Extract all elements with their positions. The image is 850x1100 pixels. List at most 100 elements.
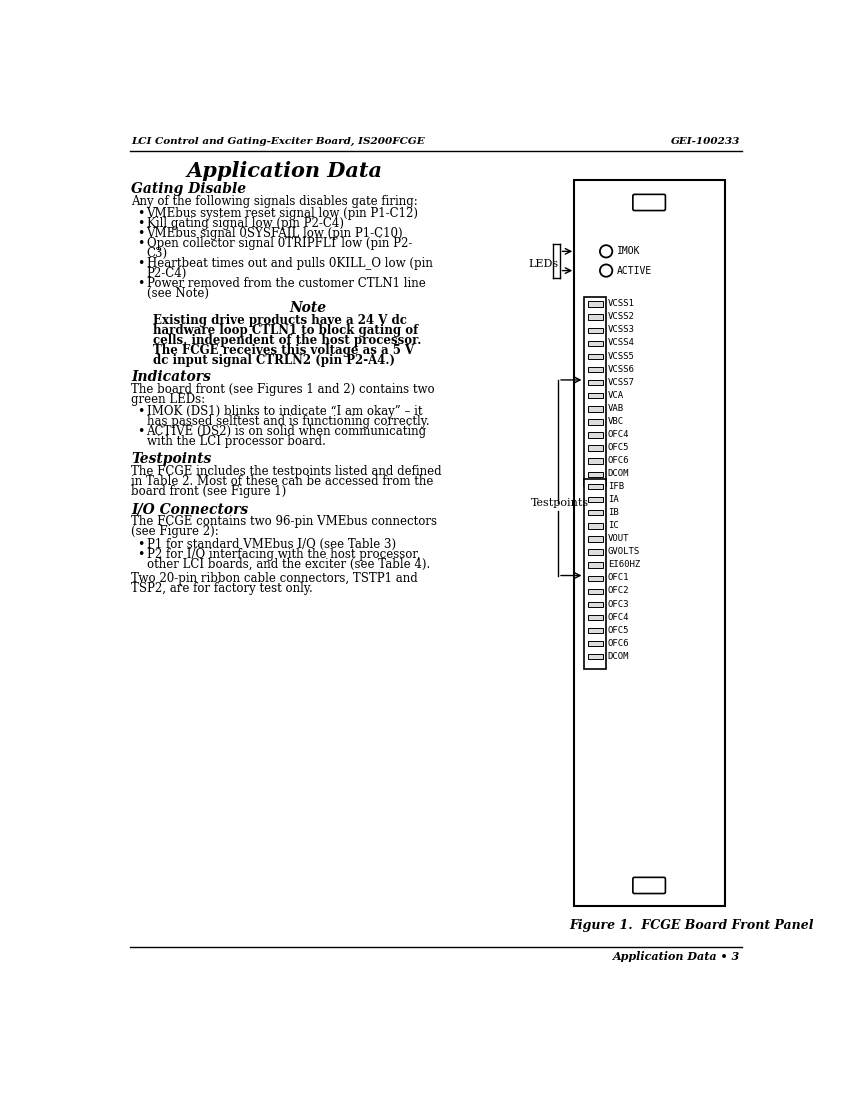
Text: I/O Connectors: I/O Connectors [131, 503, 248, 516]
Text: •: • [137, 207, 144, 220]
FancyBboxPatch shape [633, 878, 666, 893]
Text: IB: IB [608, 508, 619, 517]
Text: Note: Note [289, 301, 326, 316]
Text: Any of the following signals disables gate firing:: Any of the following signals disables ga… [131, 195, 418, 208]
Bar [587, 341, 603, 346]
Text: The FCGE contains two 96-pin VMEbus connectors: The FCGE contains two 96-pin VMEbus conn… [131, 516, 437, 528]
Text: VCSS6: VCSS6 [608, 365, 635, 374]
Bar [587, 301, 603, 307]
Text: Open collector signal 0TRIPFLT low (pin P2-: Open collector signal 0TRIPFLT low (pin … [146, 236, 412, 250]
Bar [587, 459, 603, 464]
Text: cells, independent of the host processor.: cells, independent of the host processor… [153, 333, 421, 346]
Text: OFC1: OFC1 [608, 573, 629, 582]
Bar [587, 537, 603, 541]
FancyBboxPatch shape [633, 195, 666, 210]
Bar [587, 379, 603, 385]
Text: •: • [137, 277, 144, 289]
Text: Existing drive products have a 24 V dc: Existing drive products have a 24 V dc [153, 314, 406, 327]
Bar [587, 406, 603, 411]
Bar [585, 297, 606, 486]
Bar [587, 315, 603, 320]
Text: VCSS3: VCSS3 [608, 326, 635, 334]
Text: ACTIVE (DS2) is on solid when communicating: ACTIVE (DS2) is on solid when communicat… [146, 426, 427, 439]
Text: with the LCI processor board.: with the LCI processor board. [146, 436, 326, 449]
Text: Testpoints: Testpoints [131, 451, 212, 465]
Text: •: • [137, 217, 144, 230]
Text: P2-C4): P2-C4) [146, 267, 187, 279]
Text: Heartbeat times out and pulls 0KILL_O low (pin: Heartbeat times out and pulls 0KILL_O lo… [146, 256, 433, 270]
Text: VOUT: VOUT [608, 535, 629, 543]
Text: OFC4: OFC4 [608, 430, 629, 439]
Text: VAB: VAB [608, 404, 624, 412]
Text: OFC6: OFC6 [608, 456, 629, 465]
Bar [587, 446, 603, 451]
Text: •: • [137, 236, 144, 250]
Bar [587, 575, 603, 581]
Text: DCOM: DCOM [608, 652, 629, 661]
Bar [587, 419, 603, 425]
Text: The FCGE receives this voltage as a 5 V: The FCGE receives this voltage as a 5 V [153, 343, 414, 356]
Text: VCSS5: VCSS5 [608, 352, 635, 361]
Text: OFC3: OFC3 [608, 600, 629, 608]
Text: Application Data • 3: Application Data • 3 [613, 952, 740, 962]
Bar [574, 179, 725, 906]
Text: IMOK: IMOK [617, 246, 640, 256]
Text: IFB: IFB [608, 482, 624, 491]
Text: IC: IC [608, 521, 619, 530]
Bar [587, 549, 603, 554]
Bar [587, 432, 603, 438]
Text: •: • [137, 256, 144, 270]
Bar [587, 472, 603, 477]
Text: OFC4: OFC4 [608, 613, 629, 621]
Text: •: • [137, 548, 144, 561]
Text: The board front (see Figures 1 and 2) contains two: The board front (see Figures 1 and 2) co… [131, 383, 434, 396]
Text: •: • [137, 227, 144, 240]
Text: other LCI boards, and the exciter (see Table 4).: other LCI boards, and the exciter (see T… [146, 558, 430, 571]
Text: •: • [137, 426, 144, 439]
Text: OFC2: OFC2 [608, 586, 629, 595]
Text: Testpoints: Testpoints [531, 498, 589, 508]
Text: P1 for standard VMEbus I/O (see Table 3): P1 for standard VMEbus I/O (see Table 3) [146, 538, 395, 551]
Text: OFC5: OFC5 [608, 443, 629, 452]
Bar [587, 484, 603, 490]
Bar [585, 480, 606, 669]
Bar [587, 615, 603, 620]
Text: C3): C3) [146, 246, 167, 260]
Bar [587, 524, 603, 529]
Text: VBC: VBC [608, 417, 624, 426]
Bar [587, 562, 603, 568]
Text: Kill gating signal low (pin P2-C4): Kill gating signal low (pin P2-C4) [146, 217, 343, 230]
Text: OFC5: OFC5 [608, 626, 629, 635]
Text: EI60HZ: EI60HZ [608, 560, 640, 569]
Text: in Table 2. Most of these can be accessed from the: in Table 2. Most of these can be accesse… [131, 475, 434, 487]
Text: P2 for I/O interfacing with the host processor,: P2 for I/O interfacing with the host pro… [146, 548, 420, 561]
Bar [587, 654, 603, 659]
Bar [587, 641, 603, 647]
Text: hardware loop CTLN1 to block gating of: hardware loop CTLN1 to block gating of [153, 323, 418, 337]
Text: OFC6: OFC6 [608, 639, 629, 648]
Text: VCSS7: VCSS7 [608, 377, 635, 387]
Bar [587, 393, 603, 398]
Text: (see Figure 2):: (see Figure 2): [131, 526, 218, 539]
Bar [587, 602, 603, 607]
Text: VMEbus signal 0SYSFAIL low (pin P1-C10): VMEbus signal 0SYSFAIL low (pin P1-C10) [146, 227, 403, 240]
Text: TSP2, are for factory test only.: TSP2, are for factory test only. [131, 582, 313, 595]
Text: VMEbus system reset signal low (pin P1-C12): VMEbus system reset signal low (pin P1-C… [146, 207, 418, 220]
Text: GEI-100233: GEI-100233 [671, 136, 740, 146]
Bar [587, 497, 603, 503]
Text: board front (see Figure 1): board front (see Figure 1) [131, 485, 286, 497]
Text: (see Note): (see Note) [146, 287, 208, 300]
Text: LEDs: LEDs [529, 260, 558, 270]
Text: VCSS2: VCSS2 [608, 312, 635, 321]
Text: Indicators: Indicators [131, 370, 211, 384]
Text: IA: IA [608, 495, 619, 504]
Bar [587, 354, 603, 359]
Text: VCSS4: VCSS4 [608, 339, 635, 348]
Bar [587, 588, 603, 594]
Text: VCA: VCA [608, 390, 624, 399]
Text: has passed selftest and is functioning correctly.: has passed selftest and is functioning c… [146, 416, 429, 428]
Text: GVOLTS: GVOLTS [608, 547, 640, 557]
Text: dc input signal CTRLN2 (pin P2-A4.): dc input signal CTRLN2 (pin P2-A4.) [153, 354, 394, 366]
Text: Power removed from the customer CTLN1 line: Power removed from the customer CTLN1 li… [146, 277, 425, 289]
Bar [587, 328, 603, 333]
